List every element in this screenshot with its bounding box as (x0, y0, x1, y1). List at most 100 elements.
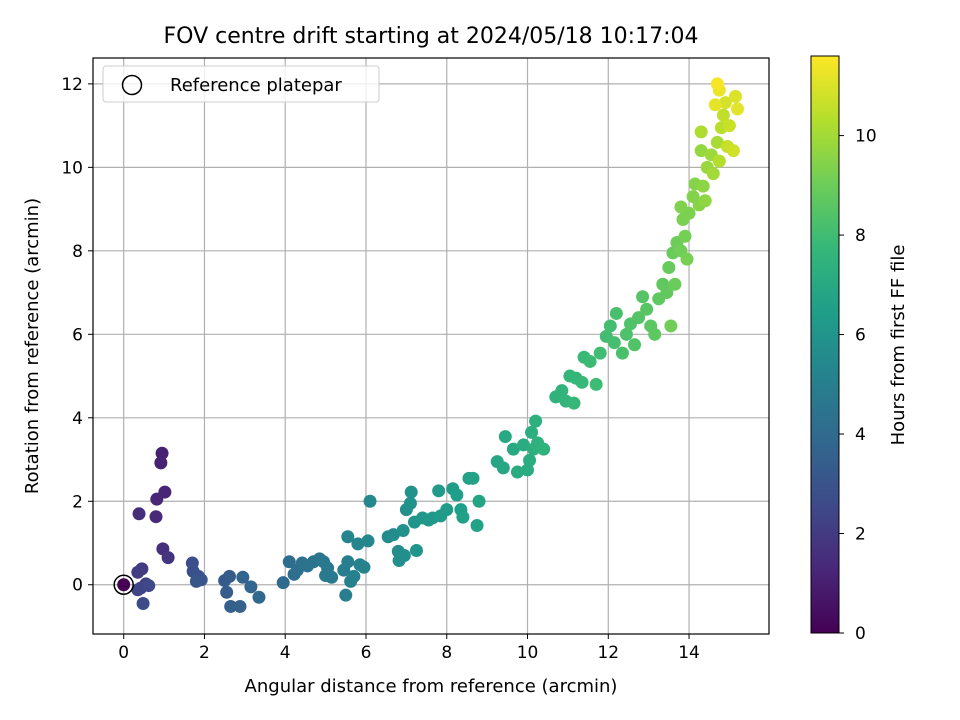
data-points (131, 77, 745, 613)
data-point (244, 580, 258, 594)
colorbar-tick-label: 8 (855, 226, 866, 246)
data-point (357, 560, 371, 574)
legend: Reference platepar (102, 65, 380, 103)
x-tick-label: 12 (597, 643, 619, 663)
data-point (567, 396, 581, 410)
data-point (706, 167, 720, 181)
data-point (276, 576, 290, 590)
x-tick-label: 4 (280, 643, 291, 663)
data-point (252, 590, 266, 604)
data-point (694, 125, 708, 139)
data-point (609, 306, 623, 320)
y-tick-label: 0 (72, 576, 83, 596)
plot-frame (92, 57, 770, 635)
data-point (603, 319, 617, 333)
data-point (696, 179, 710, 193)
data-point (710, 135, 724, 149)
colorbar-tick-label: 0 (855, 624, 866, 644)
data-point (607, 336, 621, 350)
y-tick-label: 10 (61, 158, 83, 178)
data-point (233, 599, 247, 613)
data-point (131, 565, 145, 579)
colorbar-tick-label: 10 (855, 127, 877, 147)
data-point (664, 319, 678, 333)
data-point (150, 492, 164, 506)
data-point (403, 496, 417, 510)
data-point (220, 585, 234, 599)
data-point (136, 597, 150, 611)
data-point (132, 507, 146, 521)
data-point (363, 494, 377, 508)
data-point (470, 518, 484, 532)
data-point (708, 98, 722, 112)
data-point (698, 194, 712, 208)
data-point (680, 252, 694, 266)
data-point (155, 446, 169, 460)
x-tick-label: 14 (678, 643, 700, 663)
data-point (466, 471, 480, 485)
colorbar-ticks: 0 2 4 6 8 10 (839, 127, 877, 644)
data-point (498, 430, 512, 444)
data-point (628, 338, 642, 352)
data-point (341, 555, 355, 569)
data-point (222, 569, 236, 583)
data-point (404, 485, 418, 499)
legend-entry: Reference platepar (170, 75, 342, 96)
y-tick-label: 4 (72, 409, 83, 429)
data-point (189, 574, 203, 588)
data-point (710, 77, 724, 91)
legend-marker-icon (121, 74, 143, 96)
data-point (731, 102, 745, 116)
data-point (712, 154, 726, 168)
data-point (640, 302, 654, 316)
y-axis-ticks: 0 2 4 6 8 10 12 (61, 75, 93, 596)
data-point (632, 311, 646, 325)
colorbar-label: Hours from first FF file (888, 245, 909, 446)
data-point (472, 494, 486, 508)
data-point (523, 453, 537, 467)
data-point (716, 108, 730, 122)
colorbar-tick-label: 6 (855, 326, 866, 346)
data-point (718, 96, 732, 110)
data-point (726, 144, 740, 158)
x-axis-ticks: 0 2 4 6 8 10 12 14 (118, 634, 700, 663)
y-tick-label: 6 (72, 325, 83, 345)
data-point (636, 290, 650, 304)
data-point (347, 569, 361, 583)
data-point (583, 354, 597, 368)
data-point (282, 555, 296, 569)
chart-title: FOV centre drift starting at 2024/05/18 … (164, 24, 699, 49)
data-point (510, 465, 524, 479)
data-point (529, 414, 543, 428)
data-point (456, 510, 470, 524)
data-point (440, 503, 454, 517)
data-point (361, 534, 375, 548)
data-point (154, 456, 168, 470)
data-point (660, 286, 674, 300)
data-point (722, 119, 736, 133)
data-point (224, 599, 238, 613)
legend-box (102, 65, 380, 103)
data-point (516, 438, 530, 452)
data-point (537, 442, 551, 456)
reference-dot (117, 578, 131, 592)
data-point (678, 229, 692, 243)
data-point (396, 523, 410, 537)
x-tick-label: 6 (361, 643, 372, 663)
colorbar-gradient (810, 55, 840, 634)
data-point (341, 530, 355, 544)
reference-ring (113, 574, 134, 595)
y-tick-label: 8 (72, 242, 83, 262)
data-point (615, 346, 629, 360)
colorbar: 0 2 4 6 8 10 Hours from first FF file (810, 55, 909, 644)
reference-point (113, 574, 134, 595)
data-point (694, 144, 708, 158)
data-point (409, 544, 423, 558)
colorbar-tick-label: 2 (855, 525, 866, 545)
data-point (149, 510, 163, 524)
data-point (142, 579, 156, 593)
data-point (397, 549, 411, 563)
data-point (593, 346, 607, 360)
data-point (131, 583, 145, 597)
